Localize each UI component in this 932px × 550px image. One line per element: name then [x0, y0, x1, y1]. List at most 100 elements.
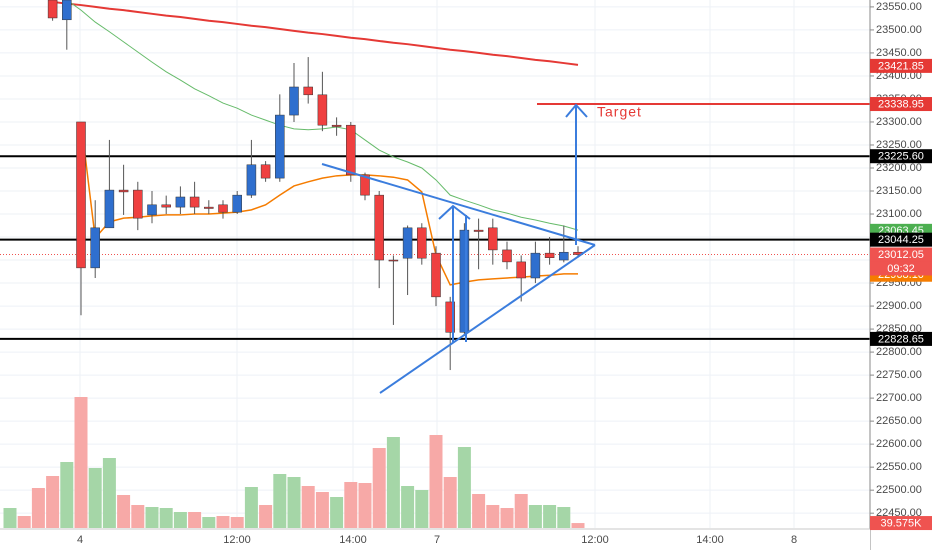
volume-bar — [31, 488, 45, 528]
x-tick-label: 4 — [77, 534, 83, 546]
price-label: 23421.85 — [878, 60, 924, 72]
y-tick-label: 22800.00 — [876, 346, 922, 358]
candle-body — [147, 204, 157, 216]
candle-body — [232, 194, 242, 213]
candle-body — [303, 86, 313, 96]
candle-body — [402, 227, 413, 259]
volume-label: 39.575K — [881, 517, 923, 529]
x-tick-label: 7 — [434, 534, 440, 546]
y-tick-label: 23150.00 — [876, 185, 922, 197]
price-label-box — [870, 149, 932, 164]
candle-body — [388, 259, 399, 262]
price-label-box — [870, 247, 932, 262]
volume-bar — [46, 476, 60, 528]
volume-bar — [273, 474, 287, 528]
candle-body — [104, 189, 115, 229]
y-tick-label: 23450.00 — [876, 47, 922, 59]
moving-average — [52, 0, 579, 66]
candle-body — [289, 86, 299, 116]
countdown-box — [870, 261, 932, 276]
candle-body — [90, 227, 100, 269]
y-tick-label: 23550.00 — [876, 1, 922, 13]
candle-body — [118, 189, 129, 193]
candle-body — [431, 252, 441, 298]
candle-body — [175, 196, 186, 208]
y-tick-label: 22700.00 — [876, 392, 922, 404]
volume-bar — [486, 505, 500, 528]
candle-body — [317, 94, 328, 126]
countdown-label: 09:32 — [887, 263, 915, 275]
y-tick-label: 23100.00 — [876, 208, 922, 220]
volume-bar — [401, 486, 415, 528]
y-tick-label: 22650.00 — [876, 415, 922, 427]
x-tick-label: 12:00 — [581, 534, 609, 546]
candle-body — [161, 204, 171, 208]
y-tick-label: 23250.00 — [876, 139, 922, 151]
x-tick-label: 14:00 — [696, 534, 724, 546]
volume-bar — [415, 490, 429, 528]
volume-bar — [60, 462, 74, 528]
y-tick-label: 22600.00 — [876, 438, 922, 450]
price-label-box — [870, 232, 932, 247]
volume-bar — [287, 477, 301, 528]
candle-body — [76, 121, 86, 269]
volume-bar — [159, 508, 173, 528]
time-axis — [0, 529, 870, 550]
volume-bar — [117, 495, 131, 528]
volume-bar — [131, 505, 145, 528]
volume-bar — [188, 512, 202, 528]
price-label-box — [870, 331, 932, 346]
volume-bar — [74, 397, 88, 528]
volume-bar — [88, 468, 102, 528]
candle-body — [62, 0, 72, 21]
volume-bar — [372, 448, 386, 528]
volume-bar — [429, 435, 443, 528]
price-label: 23012.05 — [878, 249, 924, 261]
volume-bar — [301, 486, 315, 528]
y-tick-label: 22550.00 — [876, 461, 922, 473]
candle-body — [516, 261, 526, 279]
target-label: Target — [597, 104, 642, 120]
x-tick-label: 12:00 — [223, 534, 251, 546]
volume-label-box — [870, 516, 932, 531]
candle-body — [260, 164, 271, 179]
volume-bar — [528, 505, 542, 528]
y-tick-label: 23200.00 — [876, 162, 922, 174]
volume-bar — [344, 482, 358, 528]
price-label: 22828.65 — [878, 333, 924, 345]
candle-body — [417, 227, 427, 259]
volume-bar — [173, 512, 187, 528]
volume-bar — [443, 477, 457, 528]
volume-bar — [230, 517, 244, 528]
volume-bar — [145, 507, 159, 528]
candle-body — [473, 229, 484, 232]
arrow-head — [565, 103, 588, 118]
candle-body — [133, 189, 143, 219]
trend-line — [321, 163, 596, 246]
volume-bar — [457, 447, 471, 528]
candle-body — [275, 114, 285, 179]
trend-line — [379, 244, 596, 394]
y-tick-label: 22900.00 — [876, 300, 922, 312]
y-tick-label: 23300.00 — [876, 116, 922, 128]
volume-bar — [102, 458, 116, 528]
volume-bar — [216, 516, 230, 528]
candle-body — [559, 251, 569, 261]
candle-body — [246, 164, 257, 196]
price-label: 23338.95 — [878, 98, 924, 110]
candle-body — [459, 229, 470, 333]
price-label: 23044.25 — [878, 234, 924, 246]
volume-bar — [557, 507, 571, 528]
candle-body — [331, 124, 342, 127]
arrow-head — [438, 204, 471, 220]
volume-bar — [386, 437, 400, 528]
volume-bar — [244, 487, 258, 528]
volume-bar — [330, 497, 344, 528]
x-tick-label: 14:00 — [339, 534, 367, 546]
candle-body — [346, 124, 356, 176]
candle-body — [189, 196, 200, 208]
candle-body — [502, 249, 512, 263]
volume-bar — [17, 516, 31, 528]
y-tick-label: 22750.00 — [876, 369, 922, 381]
